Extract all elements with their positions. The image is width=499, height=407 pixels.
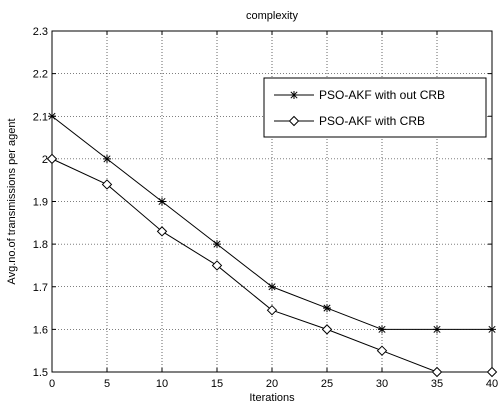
y-tick-label: 2.1 <box>33 111 48 123</box>
diamond-marker <box>431 366 443 378</box>
x-tick-label: 20 <box>266 378 278 390</box>
star-marker <box>158 197 166 206</box>
star-stroke <box>268 283 276 291</box>
diamond-marker <box>486 366 498 378</box>
y-tick-label: 1.5 <box>33 367 48 379</box>
x-tick-label: 15 <box>211 378 223 390</box>
diamond-marker <box>321 324 333 335</box>
x-axis-label: Iterations <box>249 392 295 404</box>
star-marker <box>48 112 56 121</box>
series-1 <box>48 112 496 334</box>
star-marker <box>268 282 276 291</box>
star-marker <box>378 325 386 334</box>
x-tick-label: 30 <box>376 378 388 390</box>
star-marker <box>323 304 331 313</box>
diamond-marker <box>288 115 300 127</box>
y-tick-label: 2.3 <box>33 26 48 38</box>
star-stroke <box>48 112 56 120</box>
y-tick-label: 1.8 <box>33 239 48 251</box>
star-stroke <box>158 197 166 206</box>
diamond-marker <box>211 260 223 271</box>
x-tick-label: 5 <box>104 378 110 390</box>
y-tick-label: 2.2 <box>33 69 48 81</box>
x-tick-label: 40 <box>486 378 498 390</box>
y-axis-label: Avg.no.of transmissions per agent <box>6 118 18 284</box>
legend-label: PSO-AKF with CRB <box>319 114 425 128</box>
x-tick-label: 10 <box>156 378 168 390</box>
x-tick-label: 25 <box>321 378 333 390</box>
star-stroke <box>433 325 441 333</box>
y-tick-label: 1.9 <box>33 197 48 209</box>
chart-title: complexity <box>246 10 298 22</box>
y-tick-label: 2 <box>42 154 48 166</box>
star-marker <box>488 325 496 334</box>
diamond-marker <box>46 153 58 165</box>
star-marker <box>213 240 221 249</box>
star-stroke <box>488 325 496 333</box>
legend: PSO-AKF with out CRB PSO-AKF with CRB <box>263 77 487 138</box>
star-stroke <box>323 304 331 312</box>
x-tick-label: 0 <box>49 378 55 390</box>
legend-label: PSO-AKF with out CRB <box>319 88 445 102</box>
series-2 <box>46 153 498 378</box>
y-tick-label: 1.7 <box>33 282 48 294</box>
star-marker <box>103 154 111 163</box>
star-stroke <box>378 325 386 333</box>
diamond-marker <box>156 226 168 237</box>
star-marker <box>290 91 298 99</box>
star-stroke <box>290 91 298 99</box>
star-stroke <box>213 240 221 248</box>
star-marker <box>433 325 441 334</box>
star-stroke <box>103 155 111 163</box>
diamond-marker <box>376 345 388 356</box>
x-tick-label: 35 <box>431 378 443 390</box>
y-tick-label: 1.6 <box>33 324 48 336</box>
diamond-marker <box>266 304 278 316</box>
series-group <box>46 112 498 378</box>
legend-item-1: PSO-AKF with out CRB <box>274 88 445 102</box>
legend-box <box>263 77 487 138</box>
axis-ticks: 0 5 10 15 20 25 30 35 40 1.5 1.6 1.7 1.8 1.9 2 2.1 2.2 2.… <box>33 26 498 390</box>
legend-item-2: PSO-AKF with CRB <box>274 114 425 128</box>
diamond-marker <box>101 179 113 190</box>
